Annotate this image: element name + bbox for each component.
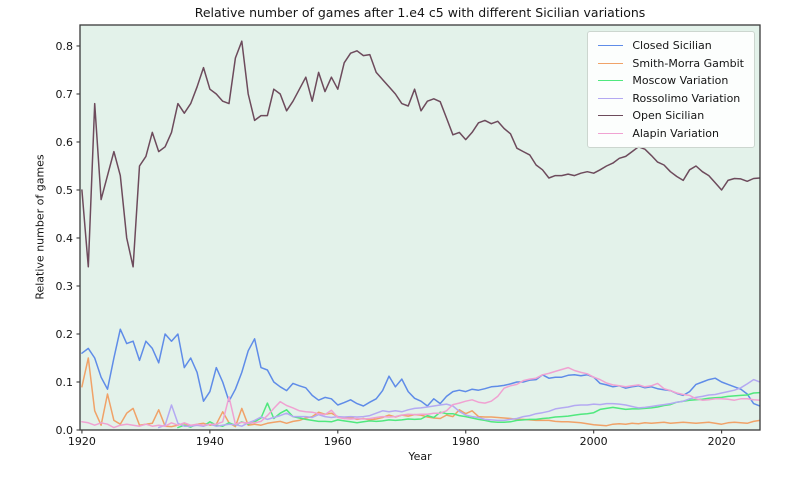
legend-item-moscow-variation: Moscow Variation: [598, 74, 744, 88]
y-tick-label: 0.5: [56, 184, 74, 197]
legend-item-alapin-variation: Alapin Variation: [598, 127, 744, 141]
y-tick-label: 0.3: [56, 280, 74, 293]
x-axis-label: Year: [408, 450, 432, 463]
legend-item-rossolimo-variation: Rossolimo Variation: [598, 92, 744, 106]
x-tick-label: 1940: [196, 435, 224, 448]
series-line-alapin-variation: [81, 366, 760, 429]
y-tick-label: 0.7: [56, 88, 74, 101]
legend: Closed Sicilian Smith-Morra Gambit Moscow …: [587, 31, 755, 148]
legend-label: Rossolimo Variation: [632, 91, 741, 105]
y-tick-label: 0.0: [56, 424, 74, 437]
legend-swatch-open-sicilian: [598, 115, 624, 117]
y-tick-label: 0.1: [56, 376, 74, 389]
legend-swatch-moscow-variation: [598, 80, 624, 82]
y-tick-label: 0.4: [56, 232, 74, 245]
legend-label: Moscow Variation: [632, 74, 729, 87]
legend-item-closed-sicilian: Closed Sicilian: [598, 39, 744, 53]
chart-title: Relative number of games after 1.e4 c5 w…: [194, 5, 646, 20]
legend-label: Alapin Variation: [632, 126, 719, 140]
x-tick-label: 1920: [68, 435, 96, 448]
legend-label: Smith-Morra Gambit: [632, 56, 744, 70]
y-tick-label: 0.2: [56, 328, 74, 341]
legend-label: Open Sicilian: [632, 109, 705, 122]
x-tick-label: 2000: [580, 435, 608, 448]
legend-item-smith-morra-gambit: Smith-Morra Gambit: [598, 57, 744, 71]
x-tick-label: 1960: [324, 435, 352, 448]
series-line-open-sicilian: [81, 40, 760, 268]
legend-label: Closed Sicilian: [632, 39, 712, 52]
y-tick-label: 0.6: [56, 136, 74, 149]
x-tick-label: 2020: [708, 435, 736, 448]
axes-spines: [79, 24, 761, 431]
x-tick-label: 1980: [452, 435, 480, 448]
legend-swatch-alapin-variation: [598, 132, 624, 134]
y-axis-label: Relative number of games: [33, 154, 47, 300]
legend-swatch-closed-sicilian: [598, 45, 624, 47]
series-line-rossolimo-variation: [157, 378, 760, 429]
legend-swatch-rossolimo-variation: [598, 97, 624, 99]
y-tick-label: 0.8: [56, 40, 74, 53]
legend-item-open-sicilian: Open Sicilian: [598, 109, 744, 123]
legend-swatch-smith-morra-gambit: [598, 62, 624, 64]
series-line-closed-sicilian: [81, 328, 760, 407]
